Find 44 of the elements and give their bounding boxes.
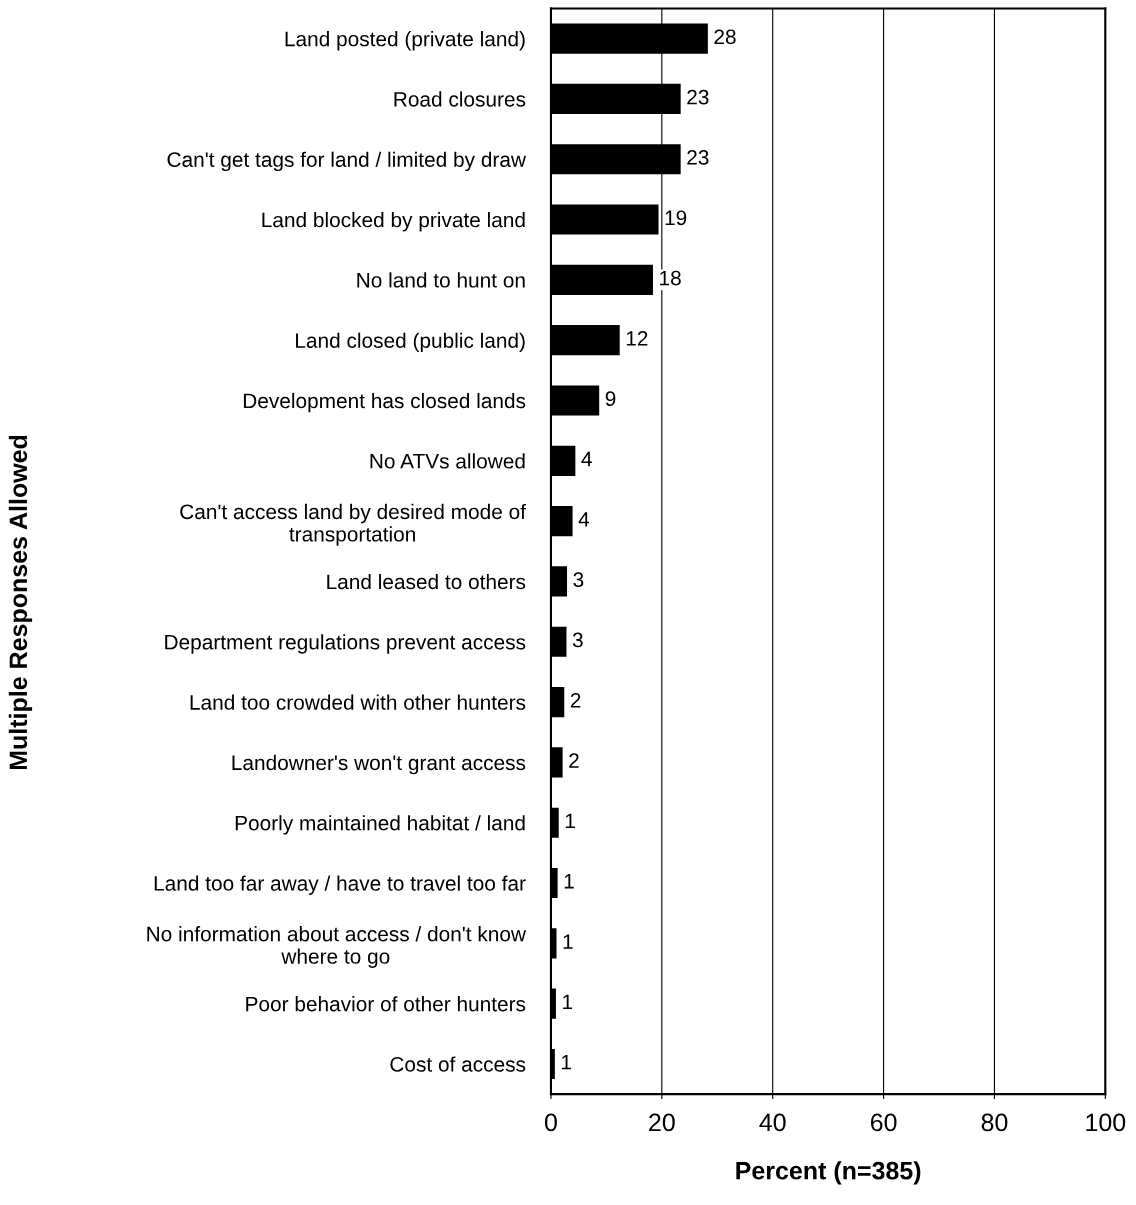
y-tick-label: No information about access / don't know where to go (147, 926, 527, 968)
y-tick-label: No land to hunt on (357, 272, 525, 288)
y-tick-label: No ATVs allowed (370, 453, 525, 469)
y-tick-label: Department regulations prevent access (165, 634, 526, 654)
data-label: 3 (573, 572, 584, 588)
y-axis-title: Multiple Responses Allowed (8, 435, 33, 770)
data-label: 1 (564, 874, 574, 889)
data-label: 1 (563, 994, 573, 1010)
data-label: 19 (665, 210, 687, 226)
x-tick-label: 0 (544, 1113, 557, 1132)
data-label: 4 (581, 451, 592, 467)
y-tick-label: Cost of access (390, 1056, 526, 1072)
y-tick-label: Can't access land by desired mode of transportation (180, 503, 527, 546)
data-label: 1 (565, 813, 575, 829)
data-label: 2 (569, 753, 579, 768)
y-tick-label: Landowner's won't grant access (232, 754, 526, 775)
x-tick-label: 40 (759, 1113, 786, 1132)
data-label: 18 (660, 270, 681, 286)
y-tick-label: Poor behavior of other hunters (246, 996, 526, 1012)
data-label: 1 (561, 1055, 571, 1070)
y-tick-label: Land blocked by private land (262, 212, 525, 232)
data-label: 4 (578, 512, 590, 527)
x-axis-title: Percent (n=385) (736, 1161, 921, 1185)
y-tick-label: Land closed (public land) (296, 332, 525, 353)
data-label: 23 (687, 89, 709, 105)
x-tick-label: 100 (1086, 1113, 1126, 1132)
y-tick-label: Land too crowded with other hunters (190, 694, 526, 710)
y-tick-label: Can't get tags for land / limited by draw (167, 151, 527, 172)
data-label: 28 (714, 29, 736, 45)
x-tick-label: 80 (981, 1113, 1008, 1132)
y-tick-label: Land too far away / have to travel too far (154, 875, 526, 895)
x-tick-label: 60 (870, 1113, 897, 1132)
x-tick-label: 20 (649, 1113, 675, 1132)
data-label: 23 (687, 150, 709, 165)
y-tick-label: Development has closed lands (243, 392, 526, 413)
data-label: 9 (605, 391, 616, 407)
data-label: 1 (563, 934, 573, 949)
data-label: 3 (572, 632, 583, 648)
y-tick-label: Land posted (private land) (285, 31, 525, 51)
y-tick-label: Road closures (394, 91, 526, 107)
y-tick-label: Land leased to others (327, 573, 526, 590)
y-tick-label: Poorly maintained habitat / land (235, 815, 525, 835)
data-label: 12 (626, 331, 648, 346)
data-label: 2 (570, 692, 581, 708)
